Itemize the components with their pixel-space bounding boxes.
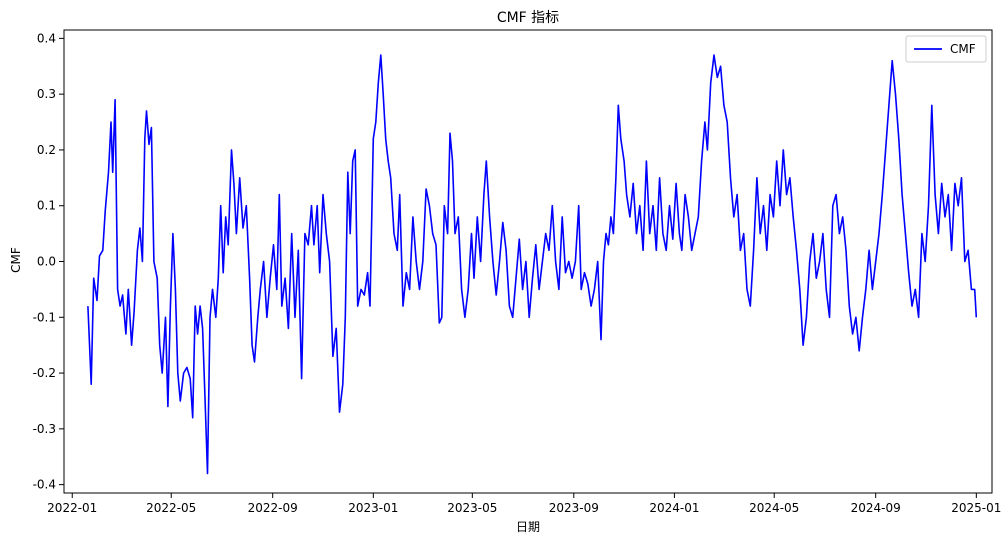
y-tick-label: 0.1: [37, 199, 56, 213]
legend-box: [905, 35, 987, 63]
plot-frame: [63, 29, 993, 494]
x-tick-label: 2024-09: [851, 501, 901, 515]
y-tick-label: -0.2: [33, 366, 56, 380]
x-tick-label: 2023-05: [447, 501, 497, 515]
legend: CMF: [905, 35, 987, 63]
cmf-series-line: [87, 54, 978, 475]
x-tick-label: 2022-05: [146, 501, 196, 515]
x-tick-label: 2023-09: [549, 501, 599, 515]
x-tick-label: 2025-01: [951, 501, 1001, 515]
x-tick-label: 2024-05: [749, 501, 799, 515]
x-tick-label: 2024-01: [649, 501, 699, 515]
legend-series-label: CMF: [950, 42, 976, 56]
x-tick-label: 2023-01: [348, 501, 398, 515]
y-tick-label: 0.2: [37, 143, 56, 157]
y-tick-label: -0.1: [33, 310, 56, 324]
x-tick-label: 2022-09: [248, 501, 298, 515]
axis-ticks: 2022-01 2022-05 2022-09 2023-01 2023-05 2023-…: [33, 31, 1002, 515]
x-axis-label: 日期: [516, 520, 540, 534]
x-tick-label: 2022-01: [47, 501, 97, 515]
y-tick-label: -0.3: [33, 422, 56, 436]
y-tick-label: 0.4: [37, 31, 56, 45]
y-axis-label: CMF: [9, 247, 23, 273]
chart-title: CMF 指标: [497, 10, 559, 26]
y-tick-label: 0.0: [37, 255, 56, 269]
y-tick-label: -0.4: [33, 478, 56, 492]
y-tick-label: 0.3: [37, 87, 56, 101]
